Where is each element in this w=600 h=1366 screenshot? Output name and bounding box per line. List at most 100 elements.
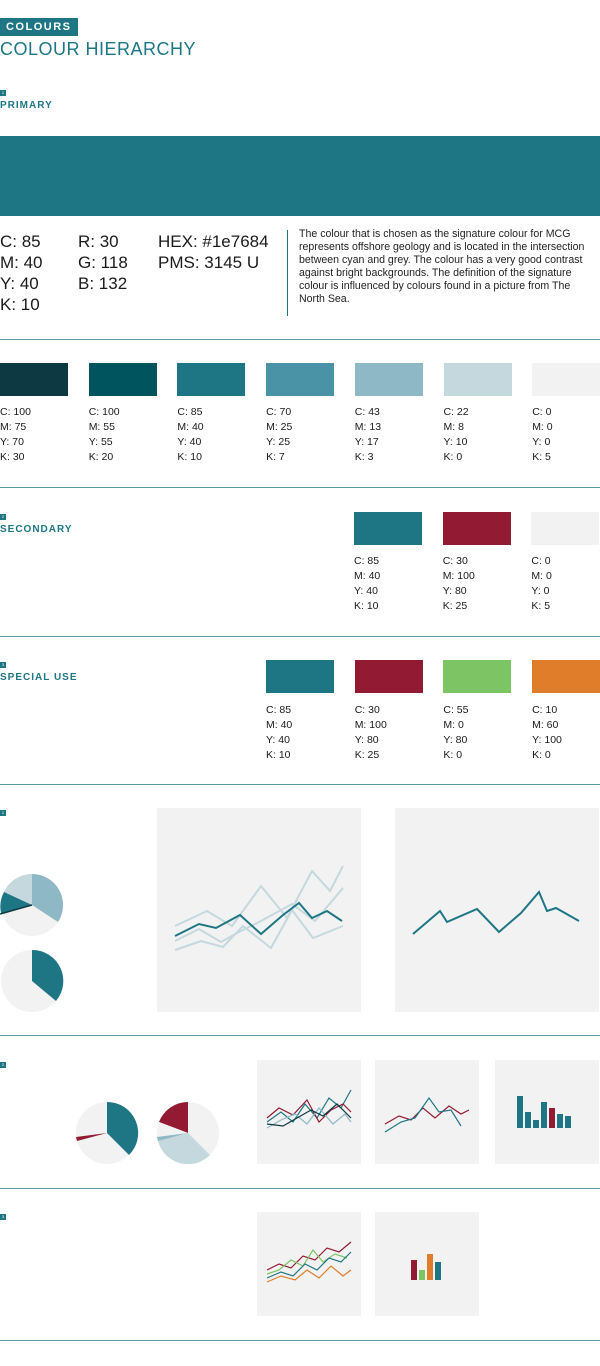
divider [0, 339, 600, 340]
special-m-value: M: 60 [532, 719, 559, 731]
secondary-k-value: K: 5 [531, 600, 551, 612]
tint-m-value: M: 55 [88, 421, 115, 433]
section-label-primary: PRIMARY [0, 100, 53, 111]
special-c-value: C: 55 [443, 704, 469, 716]
special-k-value: K: 0 [443, 749, 463, 761]
special-m-value: M: 40 [266, 719, 293, 731]
primary-m: M: 40 [0, 253, 43, 272]
primary-y: Y: 40 [0, 274, 39, 293]
tint-c-value: C: 22 [443, 406, 469, 418]
tint-cmyk-6: C: 22 M: 8 Y: 10 K: 0 [444, 405, 469, 465]
tint-m-value: M: 13 [354, 421, 382, 433]
tint-k-value: K: 10 [177, 451, 202, 463]
special-swatch-2 [354, 660, 423, 693]
special-swatch-3 [443, 660, 512, 693]
special-y-value: Y: 80 [354, 734, 379, 746]
secondary-c-value: C: 85 [354, 555, 380, 567]
tint-c-value: C: 100 [88, 406, 120, 418]
primary-hex-pms: HEX: #1e7684 PMS: 3145 U [158, 231, 269, 273]
example-line-chart-1a [157, 808, 361, 1012]
secondary-y-value: Y: 80 [442, 585, 467, 597]
tint-k-value: K: 3 [354, 451, 374, 463]
special-m-value: M: 0 [443, 719, 464, 731]
tint-cmyk-5: C: 43 M: 13 Y: 17 K: 3 [355, 405, 381, 465]
primary-r: R: 30 [78, 232, 119, 251]
divider-vertical [287, 230, 288, 316]
primary-c: C: 85 [0, 232, 41, 251]
secondary-m-value: M: 40 [354, 570, 381, 582]
example-bar-chart-2 [495, 1060, 599, 1164]
special-c-value: C: 30 [354, 704, 380, 716]
special-swatch-4 [532, 660, 600, 693]
tint-y-value: Y: 70 [0, 436, 24, 448]
tint-swatch-5 [354, 363, 423, 396]
primary-g: G: 118 [78, 253, 128, 272]
divider [0, 1188, 600, 1189]
tint-m-value: M: 75 [0, 421, 27, 433]
secondary-c-value: C: 30 [442, 555, 468, 567]
special-m-value: M: 100 [354, 719, 387, 731]
secondary-swatch-1 [354, 512, 422, 545]
secondary-k-value: K: 10 [354, 600, 379, 612]
tint-m-value: M: 25 [266, 421, 293, 433]
divider [0, 784, 600, 785]
tint-swatch-6 [443, 363, 512, 396]
tint-swatch-2 [88, 363, 157, 396]
tint-swatch-7 [532, 363, 600, 396]
primary-k: K: 10 [0, 295, 40, 314]
section-number-secondary: 2 [0, 514, 6, 520]
primary-description: The colour that is chosen as the signatu… [299, 228, 585, 305]
special-cmyk-1: C: 85 M: 40 Y: 40 K: 10 [266, 703, 292, 763]
secondary-c-value: C: 0 [531, 555, 551, 567]
special-k-value: K: 0 [532, 749, 551, 761]
secondary-cmyk-1: C: 85 M: 40 Y: 40 K: 10 [354, 554, 380, 614]
example-line-chart-3 [257, 1212, 361, 1316]
secondary-m-value: M: 100 [442, 570, 475, 582]
secondary-y-value: Y: 0 [531, 585, 550, 597]
example-number-1: 1 [0, 810, 6, 816]
special-y-value: Y: 80 [443, 734, 468, 746]
tint-swatch-3 [177, 363, 246, 396]
special-y-value: Y: 100 [532, 734, 562, 746]
tint-cmyk-1: C: 100 M: 75 Y: 70 K: 30 [0, 405, 31, 465]
special-c-value: C: 85 [266, 704, 292, 716]
tint-y-value: Y: 0 [532, 436, 551, 448]
tint-c-value: C: 70 [266, 406, 292, 418]
secondary-cmyk-3: C: 0 M: 0 Y: 0 K: 5 [531, 554, 551, 614]
secondary-k-value: K: 25 [442, 600, 468, 612]
example-line-chart-1b [395, 808, 599, 1012]
tint-c-value: C: 85 [177, 406, 203, 418]
primary-cmyk: C: 85 M: 40 Y: 40 K: 10 [0, 231, 43, 315]
section-tag: COLOURS [0, 18, 78, 36]
page-title: COLOUR HIERARCHY [0, 39, 197, 59]
tint-k-value: K: 0 [443, 451, 463, 463]
tint-swatch-1 [0, 363, 68, 396]
divider [0, 487, 600, 488]
tint-m-value: M: 40 [177, 421, 204, 433]
example-pie-chart-1b [1, 949, 64, 1012]
secondary-swatch-2 [442, 512, 511, 545]
example-pie-chart-2a [76, 1101, 139, 1164]
example-line-chart-2b [375, 1060, 479, 1164]
secondary-swatch-3 [531, 512, 600, 545]
primary-rgb: R: 30 G: 118 B: 132 [78, 231, 128, 294]
example-number-2: 2 [0, 1062, 6, 1068]
tint-m-value: M: 0 [532, 421, 553, 433]
special-k-value: K: 25 [354, 749, 380, 761]
secondary-cmyk-2: C: 30 M: 100 Y: 80 K: 25 [443, 554, 475, 614]
tint-y-value: Y: 17 [354, 436, 379, 448]
tint-cmyk-2: C: 100 M: 55 Y: 55 K: 20 [89, 405, 120, 465]
tint-cmyk-7: C: 0 M: 0 Y: 0 K: 5 [532, 405, 552, 465]
special-cmyk-2: C: 30 M: 100 Y: 80 K: 25 [355, 703, 387, 763]
example-line-chart-2a [257, 1060, 361, 1164]
tint-c-value: C: 100 [0, 406, 31, 418]
special-k-value: K: 10 [266, 749, 291, 761]
tint-swatch-4 [266, 363, 335, 396]
primary-pms: PMS: 3145 U [158, 253, 260, 272]
tint-y-value: Y: 10 [443, 436, 468, 448]
tint-k-value: K: 30 [0, 451, 25, 463]
divider [0, 1035, 600, 1036]
special-y-value: Y: 40 [266, 734, 290, 746]
primary-hex: HEX: #1e7684 [158, 232, 269, 251]
example-bar-chart-3 [375, 1212, 479, 1316]
